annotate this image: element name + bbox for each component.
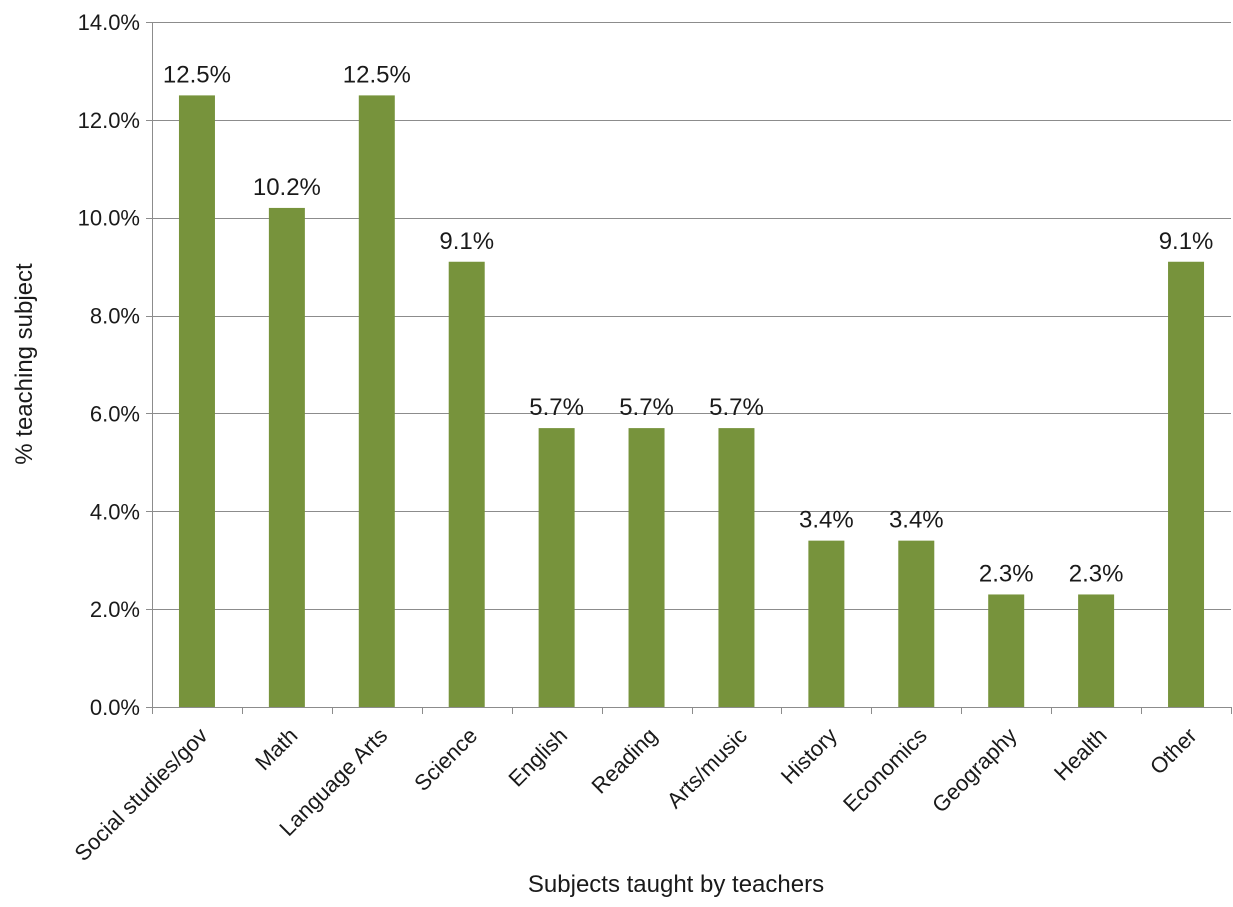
y-tick-label: 14.0% (78, 10, 140, 35)
data-labels: 12.5% 10.2% 12.5% 9.1% 5.7% 5.7% 5.7% 3.4% 3.4% 2… (163, 61, 1213, 587)
data-label: 2.3% (1069, 560, 1124, 587)
data-label: 5.7% (529, 394, 584, 421)
bar (898, 540, 935, 707)
y-axis-title: % teaching subject (11, 263, 38, 465)
data-label: 5.7% (709, 394, 764, 421)
data-label: 3.4% (799, 507, 854, 534)
data-label: 12.5% (343, 61, 411, 88)
y-tick-label: 6.0% (90, 401, 140, 426)
x-tick-label: English (503, 723, 572, 792)
bar (1078, 594, 1115, 707)
y-tick-label: 0.0% (90, 695, 140, 720)
bar (988, 594, 1025, 707)
x-tick-label: Math (250, 723, 302, 775)
data-label: 3.4% (889, 507, 944, 534)
bar (448, 261, 485, 707)
y-tick-labels: 0.0% 2.0% 4.0% 6.0% 8.0% 10.0% 12.0% 14.0% (78, 10, 140, 720)
x-tick-label: Other (1145, 723, 1202, 780)
x-tick-label: Health (1049, 723, 1112, 786)
data-label: 12.5% (163, 61, 231, 88)
gridlines (152, 22, 1231, 610)
x-tick-label: Reading (586, 723, 662, 799)
x-tick-label: Arts/music (662, 723, 752, 813)
axes (146, 22, 1232, 714)
bars (178, 95, 1205, 707)
x-axis-title: Subjects taught by teachers (528, 871, 824, 898)
bar (718, 428, 755, 707)
data-label: 5.7% (619, 394, 674, 421)
data-label: 10.2% (253, 174, 321, 201)
y-tick-label: 8.0% (90, 304, 140, 329)
data-label: 9.1% (1159, 228, 1214, 255)
bar (178, 95, 215, 707)
y-tick-label: 10.0% (78, 206, 140, 231)
y-tick-label: 2.0% (90, 597, 140, 622)
bar (538, 428, 575, 707)
data-label: 9.1% (439, 228, 494, 255)
x-tick-label: History (776, 723, 842, 789)
x-tick-label: Social studies/gov (69, 723, 212, 866)
bar (628, 428, 665, 707)
x-tick-label: Geography (927, 723, 1022, 818)
x-tick-label: Science (409, 723, 482, 796)
bar (808, 540, 845, 707)
data-label: 2.3% (979, 560, 1034, 587)
y-tick-label: 12.0% (78, 108, 140, 133)
bar (268, 207, 305, 707)
bar (358, 95, 395, 707)
x-tick-label: Economics (838, 723, 932, 817)
y-tick-label: 4.0% (90, 499, 140, 524)
bar (1168, 261, 1205, 707)
